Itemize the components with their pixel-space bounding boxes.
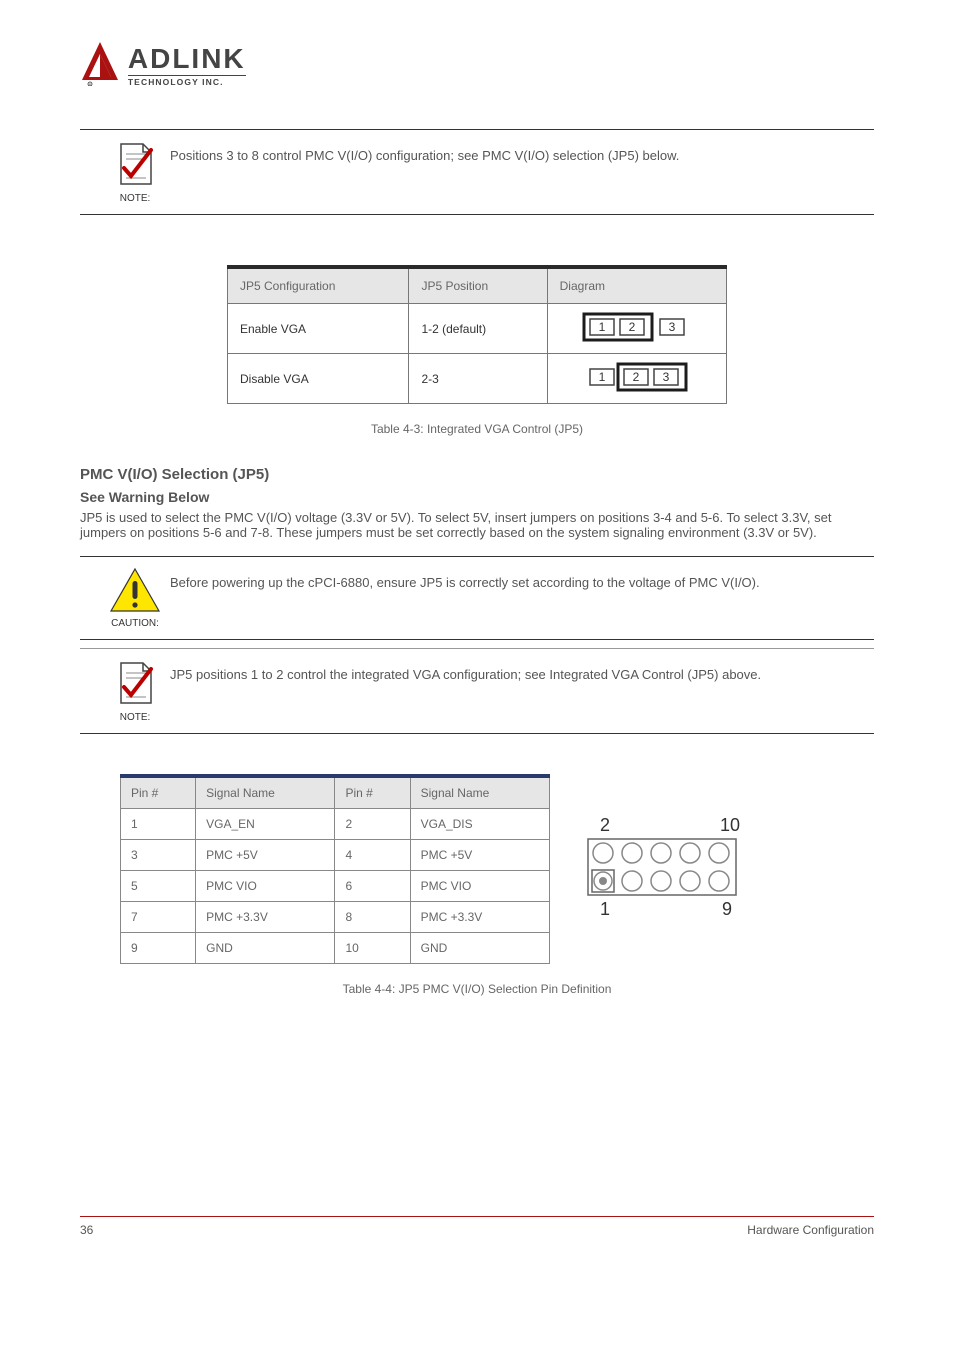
note-icon [113, 694, 157, 710]
table-row: 5PMC VIO6PMC VIO [121, 871, 550, 902]
table-header: Signal Name [196, 776, 335, 809]
table-row: Disable VGA 2-3 1 2 3 [228, 354, 727, 404]
table-cell: 3 [121, 840, 196, 871]
table-cell: 9 [121, 933, 196, 964]
table-cell: PMC +3.3V [196, 902, 335, 933]
table-cell: 6 [335, 871, 410, 902]
table-cell: PMC VIO [410, 871, 549, 902]
pin-label: 1 [600, 899, 610, 919]
table-cell: GND [410, 933, 549, 964]
table-cell: VGA_EN [196, 809, 335, 840]
table-cell: VGA_DIS [410, 809, 549, 840]
table-header: Pin # [335, 776, 410, 809]
connector-diagram: 2 10 1 9 [570, 813, 750, 926]
table-header: Diagram [547, 267, 726, 304]
note-label: NOTE: [100, 193, 170, 204]
svg-text:2: 2 [632, 370, 639, 384]
table-cell: 1-2 (default) [409, 304, 547, 354]
section-heading: PMC V(I/O) Selection (JP5) [80, 466, 874, 483]
table-cell: PMC +5V [196, 840, 335, 871]
note-callout: NOTE: Positions 3 to 8 control PMC V(I/O… [80, 130, 874, 214]
logo-subtitle: TECHNOLOGY INC. [128, 75, 246, 87]
table-row: Enable VGA 1-2 (default) 1 2 3 [228, 304, 727, 354]
company-logo: R ADLINK TECHNOLOGY INC. [80, 40, 874, 89]
table-cell: 4 [335, 840, 410, 871]
table-cell: PMC +3.3V [410, 902, 549, 933]
page-number: 36 [80, 1223, 93, 1237]
pin-definition-table: Pin # Signal Name Pin # Signal Name 1VGA… [120, 774, 550, 964]
table-header: JP5 Configuration [228, 267, 409, 304]
caution-callout: CAUTION: Before powering up the cPCI-688… [80, 557, 874, 639]
table-cell: 2 [335, 809, 410, 840]
table-cell: 5 [121, 871, 196, 902]
table-cell: PMC VIO [196, 871, 335, 902]
note-message: Positions 3 to 8 control PMC V(I/O) conf… [170, 140, 874, 163]
logo-name: ADLINK [128, 43, 246, 75]
jumper-diagram-cell: 1 2 3 [547, 354, 726, 404]
svg-text:1: 1 [598, 320, 605, 334]
section-body: JP5 is used to select the PMC V(I/O) vol… [80, 510, 874, 540]
caution-label: CAUTION: [100, 618, 170, 629]
page-footer: 36 Hardware Configuration [80, 1216, 874, 1237]
divider [80, 639, 874, 640]
table-cell: PMC +5V [410, 840, 549, 871]
table-header: JP5 Position [409, 267, 547, 304]
pin-label: 9 [722, 899, 732, 919]
table-row: 1VGA_EN2VGA_DIS [121, 809, 550, 840]
table-cell: 10 [335, 933, 410, 964]
table-caption: Table 4-3: Integrated VGA Control (JP5) [227, 422, 727, 436]
pin-label: 2 [600, 815, 610, 835]
svg-text:3: 3 [668, 320, 675, 334]
table-row: 7PMC +3.3V8PMC +3.3V [121, 902, 550, 933]
table-cell: 7 [121, 902, 196, 933]
note-label: NOTE: [100, 712, 170, 723]
jumper-icon: 1 2 3 [582, 362, 692, 392]
note-icon [113, 175, 157, 191]
table-cell: GND [196, 933, 335, 964]
footer-section: Hardware Configuration [747, 1223, 874, 1237]
caution-icon [109, 600, 161, 616]
svg-text:1: 1 [598, 370, 605, 384]
section-subheading: See Warning Below [80, 489, 874, 505]
table-cell: 2-3 [409, 354, 547, 404]
divider [80, 214, 874, 215]
svg-text:3: 3 [662, 370, 669, 384]
note-callout: NOTE: JP5 positions 1 to 2 control the i… [80, 649, 874, 733]
vga-control-table: JP5 Configuration JP5 Position Diagram E… [227, 265, 727, 404]
table-cell: 1 [121, 809, 196, 840]
table-caption: Table 4-4: JP5 PMC V(I/O) Selection Pin … [80, 982, 874, 996]
table-cell: Enable VGA [228, 304, 409, 354]
svg-text:2: 2 [628, 320, 635, 334]
pin-label: 10 [720, 815, 740, 835]
table-header: Pin # [121, 776, 196, 809]
table-header: Signal Name [410, 776, 549, 809]
table-cell: Disable VGA [228, 354, 409, 404]
jumper-diagram-cell: 1 2 3 [547, 304, 726, 354]
jumper-icon: 1 2 3 [582, 312, 692, 342]
table-row: 9GND10GND [121, 933, 550, 964]
divider [80, 733, 874, 734]
table-cell: 8 [335, 902, 410, 933]
logo-triangle-icon: R [80, 40, 120, 89]
caution-message: Before powering up the cPCI-6880, ensure… [170, 567, 874, 590]
table-row: 3PMC +5V4PMC +5V [121, 840, 550, 871]
note-message: JP5 positions 1 to 2 control the integra… [170, 659, 874, 682]
